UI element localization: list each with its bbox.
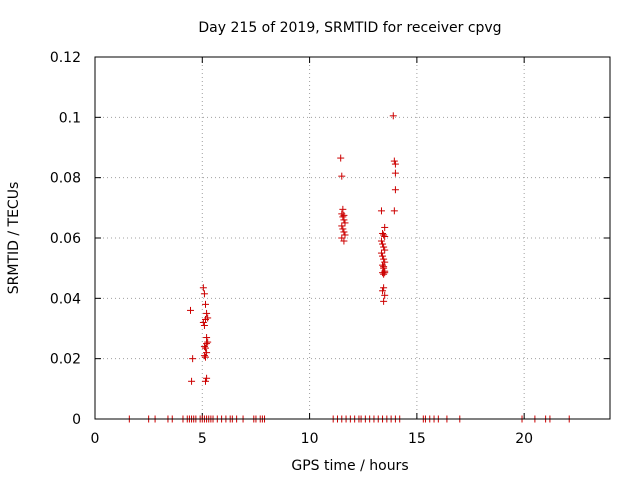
data-point xyxy=(391,186,399,194)
y-axis-label: SRMTID / TECUs xyxy=(6,182,22,295)
data-point xyxy=(380,231,388,239)
data-point xyxy=(200,321,208,329)
plot-frame xyxy=(94,56,611,420)
y-tick-label: 0.02 xyxy=(50,352,81,368)
data-point xyxy=(338,210,346,218)
data-point xyxy=(186,306,194,314)
data-point xyxy=(389,112,397,120)
data-point xyxy=(338,222,346,230)
data-point xyxy=(189,355,197,363)
x-tick-label: 0 xyxy=(91,431,100,447)
data-point xyxy=(380,243,388,251)
point-layer xyxy=(125,112,573,423)
data-point xyxy=(377,249,385,257)
y-tick-label: 0.08 xyxy=(50,171,81,187)
data-point xyxy=(202,377,210,385)
data-point xyxy=(339,205,347,213)
data-point xyxy=(337,154,345,162)
y-tick-label: 0.1 xyxy=(59,110,81,126)
data-point xyxy=(188,377,196,385)
data-point xyxy=(379,287,387,295)
data-point xyxy=(202,300,210,308)
data-point xyxy=(340,237,348,245)
data-point xyxy=(390,207,398,215)
data-point xyxy=(380,284,388,292)
data-point xyxy=(341,231,349,239)
data-point xyxy=(203,374,211,382)
data-point xyxy=(341,219,349,227)
data-point xyxy=(391,160,399,168)
y-tick-label: 0.12 xyxy=(50,50,81,66)
data-point xyxy=(377,207,385,215)
data-point xyxy=(381,223,389,231)
data-point xyxy=(380,297,388,305)
x-tick-label: 15 xyxy=(408,431,426,447)
data-point xyxy=(381,291,389,299)
x-tick-label: 20 xyxy=(515,431,533,447)
x-tick-label: 10 xyxy=(301,431,319,447)
data-point xyxy=(381,269,389,277)
y-tick-label: 0.06 xyxy=(50,231,81,247)
data-point xyxy=(339,225,347,233)
data-point xyxy=(379,261,387,269)
x-tick-label: 5 xyxy=(198,431,207,447)
data-point xyxy=(204,338,212,346)
data-point xyxy=(202,344,210,352)
data-point xyxy=(203,340,211,348)
data-point xyxy=(202,315,210,323)
tick-layer: 0 5 10 15 20 0 0.02 0.04 0.06 0.08 0.1 0.12 xyxy=(50,50,610,447)
data-point xyxy=(379,252,387,260)
data-point xyxy=(380,270,388,278)
grid-layer xyxy=(95,57,610,419)
data-point xyxy=(200,352,208,360)
data-point xyxy=(203,334,211,342)
data-point xyxy=(380,263,388,271)
data-point xyxy=(340,216,348,224)
data-point xyxy=(390,157,398,165)
chart-title: Day 215 of 2019, SRMTID for receiver cpv… xyxy=(198,20,501,36)
data-point xyxy=(339,213,347,221)
x-axis-label: GPS time / hours xyxy=(291,458,408,474)
data-point xyxy=(340,228,348,236)
y-tick-label: 0.04 xyxy=(50,291,81,307)
data-point xyxy=(200,290,208,298)
data-point xyxy=(338,172,346,180)
y-tick-label: 0 xyxy=(72,412,81,428)
data-point xyxy=(381,232,389,240)
data-point xyxy=(379,240,387,248)
data-point xyxy=(391,169,399,177)
data-point xyxy=(199,284,207,292)
data-point xyxy=(202,353,210,361)
data-point xyxy=(381,246,389,254)
data-point xyxy=(377,237,385,245)
data-point xyxy=(203,309,211,317)
data-point xyxy=(380,255,388,263)
